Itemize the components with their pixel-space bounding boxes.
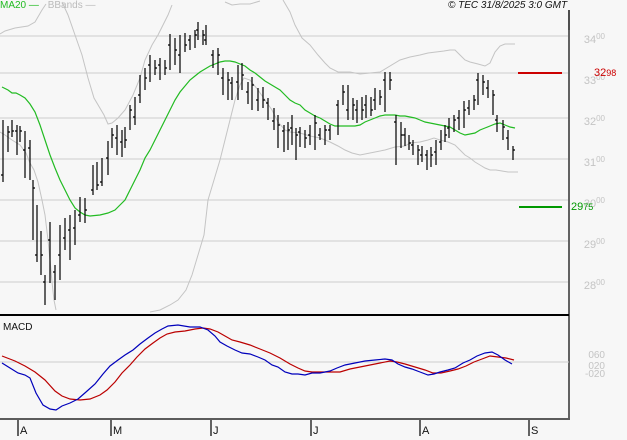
macd-tick-neg20: -020: [584, 369, 605, 380]
price-tick-3100: 3100: [583, 155, 605, 169]
price-gridlines: [0, 35, 568, 283]
macd-tick-20: 020: [588, 361, 605, 372]
bollinger-bands: [0, 0, 518, 313]
legend-ma20: MA20 —: [0, 0, 39, 11]
x-label-august: A: [422, 425, 430, 437]
legend-bbands: BBands —: [47, 0, 96, 11]
ma20-line: [1, 60, 516, 217]
macd-line: [1, 324, 513, 411]
price-tick-3400: 3400: [583, 32, 605, 46]
support-level-label: 2975: [571, 201, 594, 213]
x-label-may: M: [113, 425, 123, 437]
price-tick-2900: 2900: [583, 237, 605, 251]
ohlc-bars: [1, 22, 515, 305]
x-label-july: J: [313, 425, 319, 437]
x-axis-ticks: [17, 420, 530, 436]
price-tick-3300: 3300: [583, 73, 605, 87]
x-label-september: S: [531, 425, 539, 437]
macd-title: MACD: [3, 322, 33, 333]
chart-legend: MA20 — BBands —: [0, 0, 96, 12]
copyright-label: © TEC 31/8/2025 3:0 GMT: [448, 0, 568, 11]
macd-signal-line: [1, 327, 515, 401]
price-tick-3000: 3000: [583, 196, 605, 210]
resistance-level-label: 3298: [594, 67, 617, 79]
x-label-april: A: [20, 425, 28, 437]
price-tick-2800: 2800: [583, 278, 605, 292]
price-tick-3200: 3200: [583, 114, 605, 128]
macd-tick-60: 060: [588, 350, 605, 361]
x-label-june: J: [213, 425, 219, 437]
